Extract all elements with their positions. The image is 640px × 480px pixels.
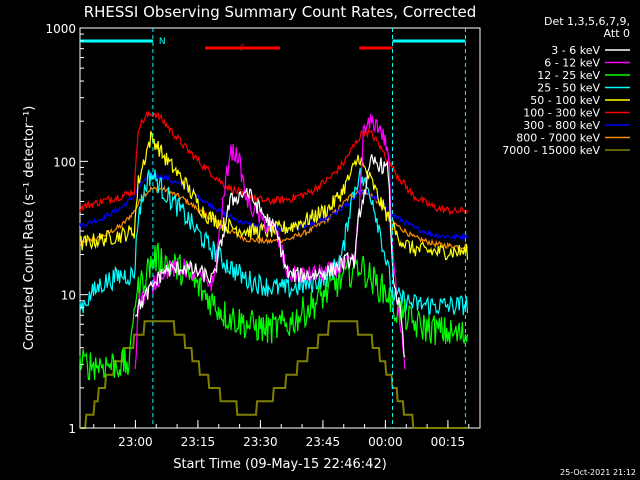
- legend-header-detectors: Det 1,3,5,6,7,9,: [544, 15, 630, 28]
- series-line-4: [79, 167, 469, 317]
- series-line-9: [80, 320, 468, 429]
- x-axis-label: Start Time (09-May-15 22:46:42): [173, 457, 387, 472]
- legend-label-8: 800 - 7000 keV: [516, 132, 600, 145]
- y-axis-label: Corrected Count Rate (s⁻¹ detector⁻¹): [22, 106, 37, 351]
- legend-label-4: 25 - 50 keV: [537, 82, 600, 95]
- series-line-5: [79, 131, 469, 261]
- legend-label-7: 300 - 800 keV: [523, 119, 600, 132]
- series-line-8: [79, 185, 469, 251]
- x-tick-label-2: 23:30: [243, 435, 278, 449]
- chart-title: RHESSI Observing Summary Count Rates, Co…: [84, 3, 477, 21]
- flag-label-N: N: [159, 37, 166, 47]
- legend-label-6: 100 - 300 keV: [523, 107, 600, 120]
- legend-label-2: 6 - 12 keV: [544, 57, 600, 70]
- flags-layer: NF: [80, 28, 466, 428]
- legend-label-9: 7000 - 15000 keV: [502, 144, 600, 157]
- x-tick-label-3: 23:45: [306, 435, 341, 449]
- x-tick-label-1: 23:15: [181, 435, 216, 449]
- footer-timestamp: 25-Oct-2021 21:12: [560, 468, 636, 477]
- legend-label-3: 12 - 25 keV: [537, 69, 600, 82]
- axes-layer: 23:00 23:15 23:30 23:45 00:00 00:15 1 10 100 1000: [45, 22, 470, 449]
- series-line-3: [79, 242, 469, 381]
- flag-label-F: F: [240, 44, 245, 54]
- x-tick-label-0: 23:00: [118, 435, 153, 449]
- legend-label-1: 3 - 6 keV: [551, 44, 600, 57]
- series-line-6: [79, 111, 469, 216]
- legend-header-attenuator: Att 0: [604, 27, 630, 40]
- y-tick-label-0: 1: [68, 422, 76, 436]
- plot-frame: [79, 27, 481, 429]
- y-tick-label-3: 1000: [45, 22, 76, 36]
- legend-label-5: 50 - 100 keV: [530, 94, 600, 107]
- y-tick-label-2: 100: [53, 155, 76, 169]
- series-layer: [79, 111, 469, 429]
- y-tick-label-1: 10: [61, 289, 76, 303]
- series-line-1: [134, 154, 406, 358]
- x-tick-label-4: 00:00: [368, 435, 403, 449]
- x-tick-label-5: 00:15: [431, 435, 466, 449]
